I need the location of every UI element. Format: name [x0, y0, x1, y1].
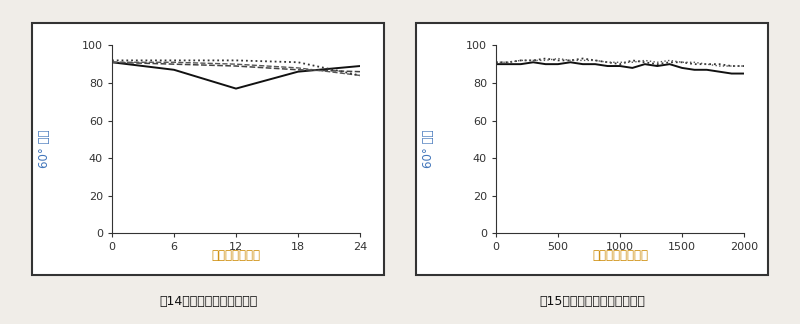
Text: 图14－汽车涂料、户外老化: 图14－汽车涂料、户外老化 [159, 295, 257, 308]
Text: 60° 光泽: 60° 光泽 [422, 130, 434, 168]
Text: 图15－汽车涂料、实验室老化: 图15－汽车涂料、实验室老化 [539, 295, 645, 308]
Text: 曝晓时间（小时）: 曝晓时间（小时） [592, 249, 648, 262]
Text: 60° 光泽: 60° 光泽 [38, 130, 50, 168]
Text: 曝晓时间（月）: 曝晓时间（月） [211, 249, 261, 262]
